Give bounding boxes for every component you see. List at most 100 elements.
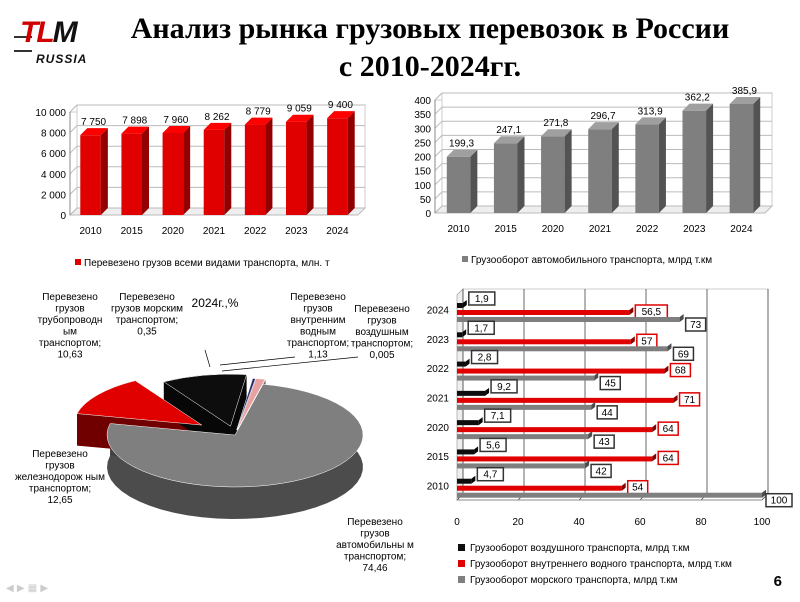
pie-slice — [236, 378, 256, 431]
bar-side — [706, 103, 714, 213]
bar-end — [762, 489, 766, 498]
chart-share-2024: 2024г.,% Перевезено грузов автомобильны м тр… — [15, 292, 414, 574]
bar — [457, 492, 762, 498]
bar-end — [485, 387, 490, 396]
bar-side — [100, 128, 108, 215]
x-tick-label: 2010 — [79, 226, 102, 237]
bar — [446, 156, 471, 213]
gridline-diagonal — [69, 187, 78, 195]
y-tick-label: 350 — [414, 110, 431, 121]
bar-end — [478, 417, 483, 426]
bar-value-label: 69 — [678, 349, 690, 360]
x-tick-label: 2022 — [244, 226, 267, 237]
gridline-diagonal — [69, 166, 78, 175]
bar-side — [306, 114, 314, 215]
bar — [588, 129, 612, 213]
bar-end — [588, 431, 593, 440]
bar — [457, 420, 479, 426]
bar-value-label: 9,2 — [497, 382, 511, 393]
bar-value-box — [657, 421, 679, 436]
gridline-diagonal — [69, 145, 78, 154]
company-logo: TLM RUSSIA — [14, 14, 100, 74]
x-tick-label: 2022 — [636, 224, 659, 235]
legend-swatch — [458, 576, 465, 583]
bar — [457, 332, 463, 338]
x-tick-label: 2023 — [285, 226, 308, 237]
bar-side — [183, 126, 191, 215]
bar-value-label: 271,8 — [543, 118, 568, 129]
bar — [457, 463, 586, 469]
x-tick-label: 40 — [573, 517, 585, 528]
bar-value-label: 4,7 — [483, 470, 497, 481]
bar-end — [462, 300, 467, 308]
page-title: Анализ рынка грузовых перевозок в России… — [100, 10, 760, 86]
y-tick-label: 4 000 — [41, 170, 66, 181]
bar-value-box — [490, 379, 518, 394]
bar-value-box — [684, 317, 707, 332]
bar — [457, 434, 589, 440]
bar-value-label: 1,9 — [475, 294, 489, 305]
y-tick-label: 10 000 — [35, 108, 66, 119]
bar-side — [347, 111, 355, 215]
pie-slice — [237, 379, 266, 431]
bar — [457, 375, 595, 381]
bar-value-box — [599, 375, 621, 391]
bar-end — [465, 358, 470, 367]
bar — [493, 143, 518, 213]
gridline-diagonal — [434, 191, 443, 200]
bar-side — [470, 149, 478, 213]
bar — [457, 397, 674, 403]
bar-side — [142, 126, 149, 215]
gridline-diagonal — [434, 106, 443, 115]
gridline-diagonal — [69, 207, 78, 216]
legend-label: Грузооборот внутреннего водного транспор… — [470, 558, 732, 570]
bar-value-label: 44 — [602, 408, 614, 419]
legend-label: Грузооборот морского транспорта, млрд т.… — [470, 574, 678, 586]
bar — [244, 124, 266, 215]
bar — [541, 136, 565, 213]
bar — [286, 121, 307, 215]
bar-end — [673, 394, 678, 403]
bar-end — [630, 336, 635, 345]
bar — [457, 390, 486, 396]
x-tick-label: 2020 — [542, 224, 565, 235]
chart-turnover-by-mode: 0 20 40 60 80 100 2024 1,9 56,5 73 2023 1,7 57 69 2022… — [427, 287, 793, 586]
pie-slice-label: Перевезено грузов внутренним водным транспор… — [287, 292, 349, 361]
bar — [457, 317, 680, 322]
bar-end — [679, 314, 684, 322]
y-tick-label: 2022 — [427, 364, 450, 375]
bar — [457, 404, 592, 410]
bar-value-label: 7 898 — [122, 116, 147, 127]
bar — [80, 135, 101, 215]
bar-end — [629, 307, 634, 315]
bar — [457, 485, 622, 491]
x-tick-label: 2024 — [730, 224, 753, 235]
bar-top — [327, 111, 355, 119]
bar — [682, 110, 707, 213]
slide-nav-icons[interactable]: ◀ ▶ ▦ ▶ — [6, 583, 49, 594]
bar-value-box — [468, 291, 496, 306]
bar — [457, 303, 463, 308]
pie-title: 2024г.,% — [192, 296, 239, 310]
legend-label: Перевезено грузов всеми видами транспорт… — [84, 258, 330, 269]
bar-value-label: 42 — [596, 466, 608, 477]
bar-top — [244, 117, 273, 125]
bar-end — [652, 424, 657, 433]
legend-label: Грузооборот воздушного транспорта, млрд … — [470, 542, 690, 554]
bar-value-label: 71 — [684, 395, 696, 406]
bar-value-box — [672, 346, 695, 362]
bar-value-box — [596, 405, 618, 420]
bar — [635, 124, 659, 213]
pie-slice-label: Перевезено грузов воздушным транспортом; 0,0… — [351, 304, 413, 361]
bar-value-label: 199,3 — [449, 139, 474, 150]
bar-value-box — [765, 492, 793, 508]
bar-value-label: 296,7 — [590, 111, 615, 122]
x-tick-label: 0 — [454, 517, 460, 528]
logo-speed-lines — [14, 36, 32, 52]
bar-end — [471, 475, 476, 484]
bar-value-box — [593, 434, 615, 449]
bar-value-label: 45 — [605, 379, 617, 390]
bar-top — [286, 114, 314, 122]
x-tick-label: 80 — [695, 517, 707, 528]
bar-end — [652, 453, 657, 462]
